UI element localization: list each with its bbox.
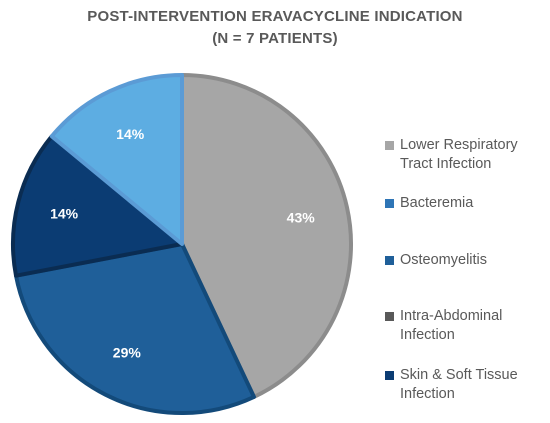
legend-label: Bacteremia [400, 194, 550, 213]
legend-label: Intra-Abdominal Infection [400, 307, 550, 345]
legend-label: Osteomyelitis [400, 251, 550, 270]
data-label-lower-respiratory-tract-infection: 43% [287, 210, 316, 226]
legend-label-line: Lower Respiratory [400, 137, 518, 153]
legend-label-line: Osteomyelitis [400, 252, 488, 268]
pie-slice-lower-respiratory-tract-infection [180, 73, 354, 399]
chart-title-line-2: (N = 7 PATIENTS) [212, 30, 338, 47]
legend-label-line: Infection [400, 327, 455, 343]
legend-label-line: Infection [400, 386, 455, 402]
pie-slice-unlabeled-5 [49, 73, 184, 246]
legend-label-line: Bacteremia [400, 195, 474, 211]
legend-label-line: Intra-Abdominal [400, 308, 503, 324]
chart-title: POST-INTERVENTION ERAVACYCLINE INDICATIO… [0, 6, 550, 50]
chart-title-line-1: POST-INTERVENTION ERAVACYCLINE INDICATIO… [87, 8, 463, 25]
legend-swatch [385, 199, 394, 208]
data-label-unlabeled-5: 14% [116, 126, 145, 142]
legend-swatch [385, 256, 394, 265]
pie-slice-osteomyelitis [13, 242, 256, 416]
legend-label: Lower Respiratory Tract Infection [400, 136, 550, 174]
data-label-skin-and-soft-tissue-infection: 14% [50, 206, 79, 222]
legend-swatch [385, 312, 394, 321]
legend-swatch [385, 141, 394, 150]
legend-label: Skin & Soft Tissue Infection [400, 366, 550, 404]
data-label-osteomyelitis: 29% [113, 344, 142, 360]
legend-swatch [385, 371, 394, 380]
legend-label-line: Skin & Soft Tissue [400, 367, 518, 383]
pie-slice-skin-and-soft-tissue-infection [10, 134, 184, 278]
legend-label-line: Tract Infection [400, 156, 492, 172]
